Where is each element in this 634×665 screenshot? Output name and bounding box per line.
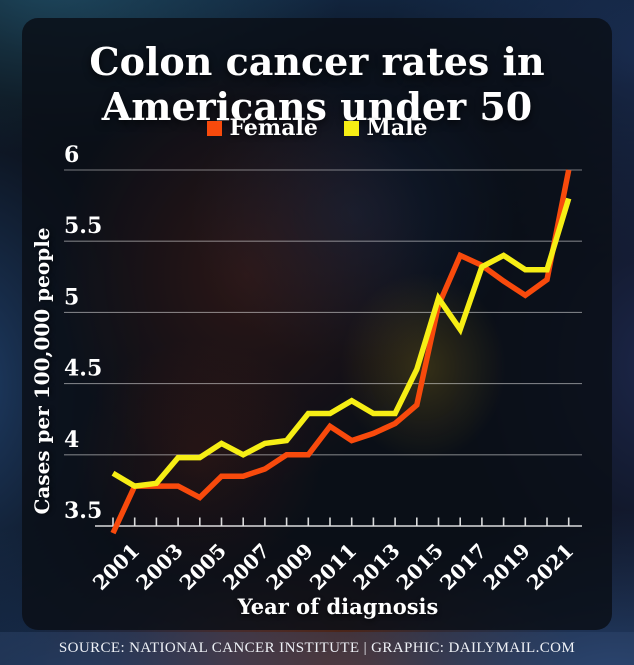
x-tick-label: 2003 [131,539,187,595]
y-tick-label: 6 [64,142,79,168]
chart-legend: Female Male [0,115,634,141]
legend-item-male: Male [343,115,428,141]
male-line [111,197,572,489]
x-tick-label: 2007 [218,539,274,595]
source-credit: SOURCE: NATIONAL CANCER INSTITUTE | GRAP… [0,632,634,665]
female-swatch-icon [206,121,222,136]
y-tick-label: 3.5 [64,498,102,524]
legend-label-female: Female [229,115,318,141]
x-tick-label: 2015 [392,539,448,595]
x-tick-label: 2021 [522,539,578,595]
chart-title: Colon cancer rates in Americans under 50 [0,39,634,130]
legend-item-female: Female [206,115,318,141]
y-tick-label: 4.5 [64,356,102,382]
chart-title-line2: Americans under 50 [101,83,533,129]
x-tick-label: 2011 [305,539,361,595]
x-axis-title: Year of diagnosis [237,594,439,619]
female-line [110,169,572,535]
x-tick-label: 2005 [175,539,231,595]
x-tick-label: 2017 [435,539,491,595]
chart-panel [22,18,612,630]
y-tick-label: 5 [64,284,79,310]
x-tick-label: 2001 [88,539,144,595]
y-tick-label: 4 [64,427,79,453]
x-tick-label: 2013 [348,539,404,595]
chart-title-line1: Colon cancer rates in [89,39,545,84]
male-swatch-icon [343,121,359,136]
x-tick-label: 2009 [261,539,317,595]
x-tick-label: 2019 [478,539,534,595]
y-axis-title: Cases per 100,000 people [30,227,54,515]
legend-label-male: Male [366,115,428,141]
y-tick-label: 5.5 [64,213,102,239]
